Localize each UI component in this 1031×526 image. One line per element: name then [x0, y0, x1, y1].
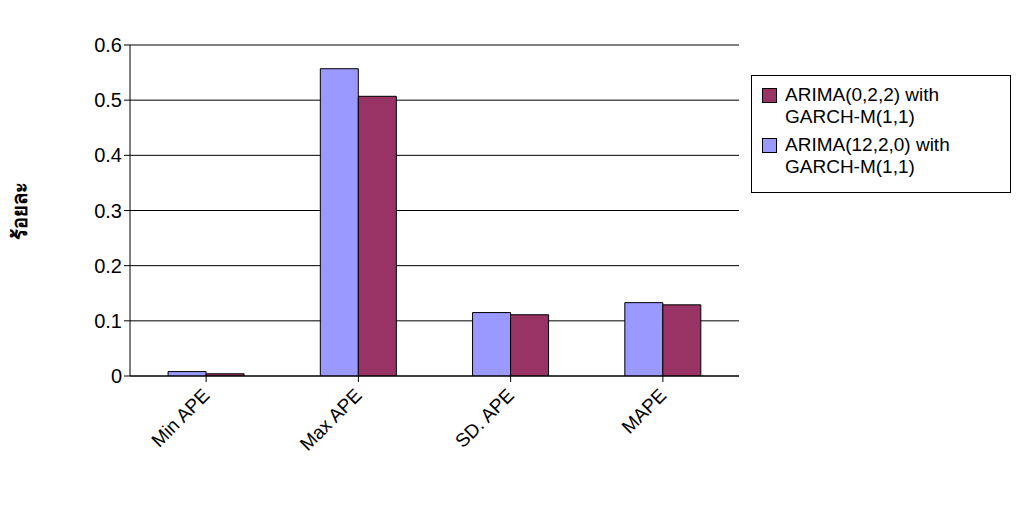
svg-text:0.1: 0.1: [94, 310, 122, 332]
svg-text:Min APE: Min APE: [147, 385, 213, 451]
svg-text:0.6: 0.6: [94, 34, 122, 56]
svg-text:MAPE: MAPE: [617, 385, 670, 438]
svg-text:0: 0: [111, 365, 122, 387]
svg-text:0.5: 0.5: [94, 89, 122, 111]
svg-text:Max APE: Max APE: [296, 385, 366, 455]
html-text:ARIMA(0,2,2) with GARCH-M(1,1): ARIMA(0,2,2) with GARCH-M(1,1): [785, 84, 940, 127]
svg-text:0.3: 0.3: [94, 200, 122, 222]
html-text:ARIMA(12,2,0) with GARCH-M(1,1: ARIMA(12,2,0) with GARCH-M(1,1): [785, 134, 950, 177]
svg-text:0.4: 0.4: [94, 144, 122, 166]
svg-text:ร้อยละ: ร้อยละ: [9, 182, 31, 240]
svg-text:SD. APE: SD. APE: [451, 385, 518, 452]
svg-text:0.2: 0.2: [94, 255, 122, 277]
